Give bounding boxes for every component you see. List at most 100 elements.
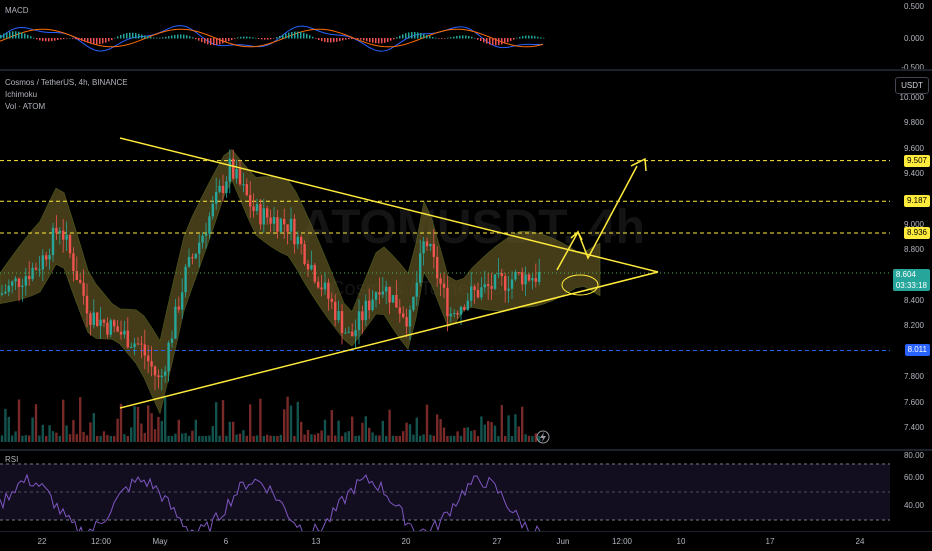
volume-bar (419, 435, 422, 442)
volume-bar (99, 435, 102, 442)
candle (14, 276, 17, 290)
macd-histogram-bar (72, 38, 74, 39)
macd-histogram-bar (27, 34, 29, 39)
pane-separator[interactable] (0, 449, 932, 451)
macd-histogram-bar (264, 38, 266, 40)
symbol-title[interactable]: Cosmos / TetherUS, 4h, BINANCE (5, 78, 128, 87)
volume-bar (184, 433, 187, 442)
macd-title: MACD (5, 6, 29, 15)
macd-histogram-bar (90, 38, 92, 44)
pane-separator[interactable] (0, 69, 932, 71)
candle (208, 212, 211, 240)
candle (429, 243, 432, 252)
forecast-path[interactable] (556, 165, 638, 271)
volume-legend[interactable]: Vol · ATOM (5, 102, 46, 111)
candle (38, 255, 41, 277)
time-label: 20 (401, 537, 411, 546)
volume-bar (446, 435, 449, 442)
volume-bar (106, 434, 109, 442)
volume-bar (89, 422, 92, 442)
macd-histogram-bar (426, 35, 428, 39)
volume-bar (538, 435, 541, 442)
currency-button[interactable]: USDT (895, 77, 929, 94)
time-label: 24 (855, 537, 865, 546)
volume-bar (123, 434, 126, 442)
candle (385, 280, 388, 305)
candle (395, 279, 398, 308)
rsi-pane[interactable]: RSI (0, 451, 890, 531)
candle (286, 224, 289, 245)
candle (113, 319, 116, 333)
volume-bar (133, 406, 136, 442)
forecast-arrow-2 (630, 157, 647, 172)
volume-bar (228, 421, 231, 442)
macd-histogram-bar (396, 37, 398, 39)
macd-histogram-bar (135, 33, 137, 39)
candle (320, 275, 323, 297)
macd-histogram-bar (528, 35, 530, 39)
price-plot (0, 137, 890, 444)
lower-trendline[interactable] (119, 271, 659, 409)
ichimoku-legend[interactable]: Ichimoku (5, 90, 38, 99)
macd-histogram-bar (411, 32, 413, 39)
candle (252, 193, 255, 218)
volume-bar (194, 419, 197, 442)
macd-histogram-bar (219, 38, 221, 45)
volume-bar (337, 420, 340, 442)
volume-bar (313, 434, 316, 442)
macd-histogram-bar (165, 36, 167, 39)
volume-bar (211, 426, 214, 442)
candle (476, 282, 480, 299)
macd-price-scale[interactable]: 0.500 0.000 -0.500 (890, 0, 932, 72)
candle (79, 273, 82, 285)
volume-bar (68, 434, 72, 442)
macd-histogram-bar (477, 38, 479, 40)
macd-histogram-bar (303, 32, 305, 39)
macd-histogram-bar (195, 38, 197, 40)
macd-histogram-bar (525, 35, 527, 39)
volume-bar (507, 415, 510, 442)
volume-bar (215, 402, 218, 442)
macd-histogram-bar (222, 38, 224, 44)
macd-histogram-bar (507, 38, 509, 43)
lightning-icon[interactable] (536, 430, 550, 444)
macd-histogram-bar (231, 38, 233, 40)
volume-bar (514, 414, 517, 442)
price-tick: 9.400 (903, 169, 924, 179)
candle (466, 292, 469, 312)
macd-histogram-bar (99, 38, 101, 45)
volume-bar (456, 431, 459, 442)
candle (21, 278, 24, 302)
price-tick: 7.800 (903, 372, 924, 382)
price-tick: 8.400 (903, 296, 924, 306)
volume-bar (449, 435, 452, 442)
level-price-tag: 8.011 (904, 344, 930, 357)
macd-histogram-bar (171, 35, 173, 39)
volume-bar (119, 403, 123, 442)
volume-bar (198, 435, 201, 442)
candle (102, 318, 106, 328)
macd-histogram-bar (324, 38, 326, 42)
rsi-scale[interactable]: 80.00 60.00 40.00 (890, 451, 932, 531)
candle (351, 323, 354, 337)
candle (0, 284, 4, 297)
time-axis[interactable]: 22 12:00 May 6 13 20 27 Jun 12:00 10 17 24 (0, 531, 932, 551)
macd-histogram-bar (54, 38, 56, 41)
macd-pane[interactable]: MACD (0, 0, 890, 68)
candle (147, 344, 150, 374)
macd-histogram-bar (306, 33, 308, 39)
volume-bar (510, 435, 514, 442)
macd-histogram-bar (345, 38, 347, 40)
macd-histogram-bar (402, 34, 404, 39)
price-scale[interactable]: USDT 10.000 9.800 9.600 9.400 9.000 8.800 8.40… (890, 72, 932, 448)
macd-histogram-bar (60, 38, 62, 40)
candle (344, 328, 347, 334)
volume-bar (439, 419, 442, 442)
volume-bar (357, 435, 361, 442)
main-chart-pane[interactable]: Cosmos / TetherUS, 4h, BINANCE Ichimoku … (0, 72, 890, 448)
macd-histogram-bar (498, 38, 500, 46)
volume-bar (177, 419, 180, 442)
volume-bar (497, 435, 500, 442)
time-label: 6 (223, 537, 229, 546)
highlight-ellipse (561, 274, 599, 296)
